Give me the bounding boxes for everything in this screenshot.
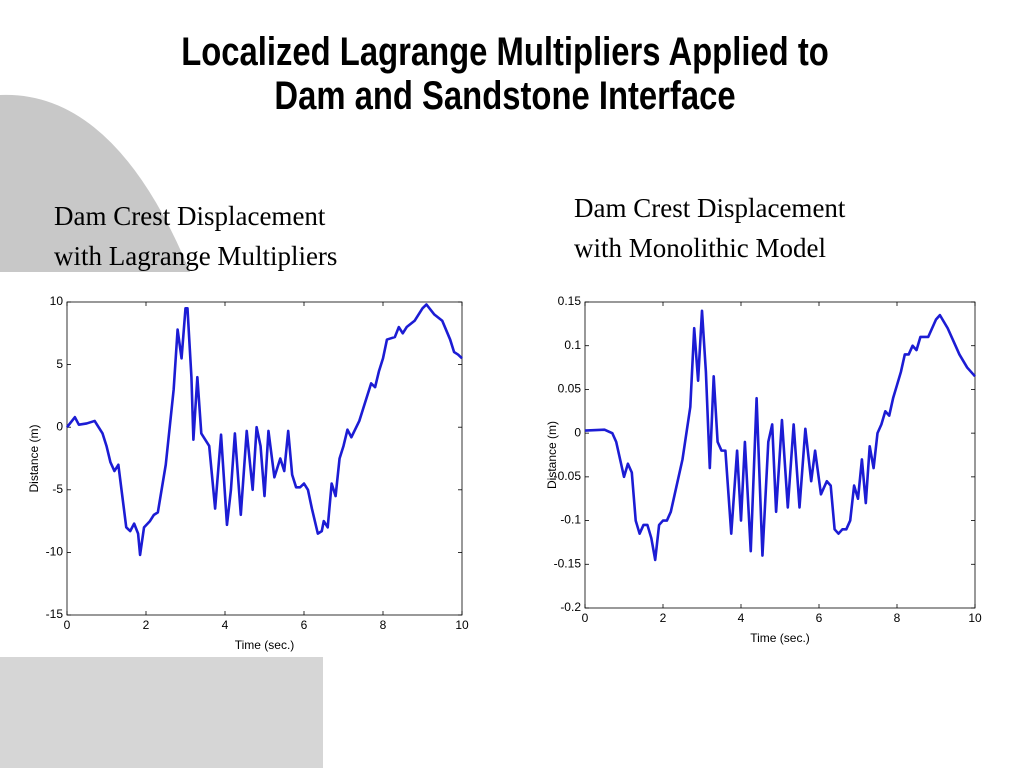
y-tick-label: -0.1 (560, 513, 581, 527)
x-tick-label: 6 (816, 611, 823, 625)
y-axis-label: Distance (m) (27, 424, 41, 492)
y-tick-label: -0.15 (554, 556, 582, 570)
chart-caption: Dam Crest Displacement with Monolithic M… (574, 193, 846, 263)
x-tick-label: 8 (894, 611, 901, 625)
data-line (584, 309, 976, 562)
y-tick-label: -10 (46, 545, 64, 559)
x-tick-label: 0 (64, 618, 71, 632)
x-tick-label: 2 (660, 611, 667, 625)
x-tick-label: 10 (968, 611, 982, 625)
chart-caption: Dam Crest Displacement with Lagrange Mul… (54, 201, 338, 271)
slide-title: Localized Lagrange Multipliers Applied t… (181, 30, 829, 118)
x-tick-label: 4 (738, 611, 745, 625)
y-tick-label: -5 (52, 482, 63, 496)
y-tick-label: 0 (56, 419, 63, 433)
y-tick-label: 0 (574, 425, 581, 439)
y-axis-label: Distance (m) (545, 421, 559, 489)
y-tick-label: 0.05 (558, 382, 582, 396)
y-tick-label: 0.15 (558, 294, 582, 308)
x-tick-label: 8 (380, 618, 387, 632)
x-tick-label: 2 (143, 618, 150, 632)
y-tick-label: -0.2 (560, 600, 581, 614)
x-tick-label: 6 (301, 618, 308, 632)
data-line (65, 303, 463, 557)
x-tick-label: 10 (455, 618, 469, 632)
x-axis-label: Time (sec.) (750, 631, 810, 645)
y-tick-label: -15 (46, 607, 64, 621)
y-tick-label: 10 (50, 294, 64, 308)
y-tick-label: 5 (56, 357, 63, 371)
y-tick-label: 0.1 (564, 338, 581, 352)
corner-shape (0, 94, 190, 273)
bottom-shape (0, 657, 323, 768)
x-tick-label: 0 (582, 611, 589, 625)
y-tick-label: -0.05 (554, 469, 582, 483)
x-axis-label: Time (sec.) (235, 638, 295, 652)
plot-frame (66, 301, 463, 616)
x-tick-label: 4 (222, 618, 229, 632)
